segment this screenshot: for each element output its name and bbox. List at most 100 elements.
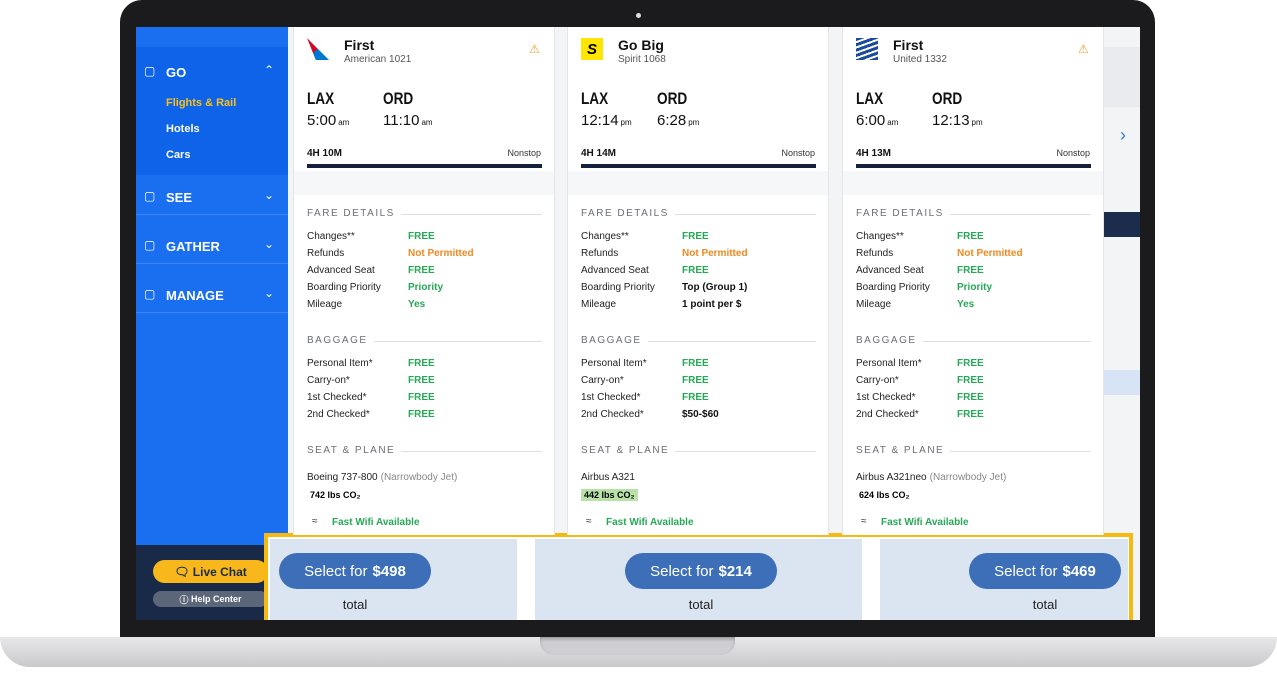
origin: LAX <box>581 89 609 108</box>
fare-value: 1 point per $ <box>682 299 742 310</box>
plane-model: Airbus A321neo <box>856 472 927 483</box>
destination: ORD <box>657 89 688 108</box>
co2: 742 lbs CO₂ <box>310 490 361 500</box>
origin: LAX <box>856 89 884 108</box>
plane: Boeing 737-800 (Narrowbody Jet) <box>307 472 457 483</box>
fare-label: Changes** <box>581 231 629 242</box>
baggage-label: 2nd Checked* <box>856 409 919 420</box>
fare-label: Boarding Priority <box>307 282 381 293</box>
section-rule <box>856 451 1091 452</box>
fare-label: Mileage <box>581 299 617 310</box>
fare-label: Changes** <box>856 231 904 242</box>
nav-item[interactable]: Hotels <box>166 123 200 135</box>
fare-value: Yes <box>408 299 426 310</box>
co2: 442 lbs CO₂ <box>581 489 638 501</box>
fare-label: Boarding Priority <box>581 282 655 293</box>
fare-value: FREE <box>408 231 435 242</box>
baggage-label: Personal Item* <box>581 358 647 369</box>
wifi: Fast Wifi Available <box>606 517 694 528</box>
baggage-value: FREE <box>408 392 435 403</box>
seat-title: SEAT & PLANE <box>856 445 951 456</box>
fare-value: Not Permitted <box>408 248 474 259</box>
seat-title: SEAT & PLANE <box>307 445 402 456</box>
time: 6:00 am <box>856 112 898 129</box>
section-label[interactable]: SEE <box>166 190 193 205</box>
select-button[interactable]: Select for $498 <box>279 553 431 589</box>
time-value: 12:14 <box>581 112 619 129</box>
baggage-label: 1st Checked* <box>307 392 367 403</box>
section-rule <box>581 451 816 452</box>
live-chat-button[interactable]: 🗨 Live Chat <box>153 560 268 583</box>
warning-icon: ⚠ <box>1078 42 1089 56</box>
section-icon: ▢ <box>144 238 156 252</box>
am-pm: pm <box>688 118 700 127</box>
fare-label: Mileage <box>307 299 343 310</box>
time: 12:13 pm <box>932 112 983 129</box>
plane-type: (Narrowbody Jet) <box>380 472 458 483</box>
baggage-label: 2nd Checked* <box>581 409 644 420</box>
section-rule <box>856 214 1091 215</box>
stops: Nonstop <box>1056 148 1090 158</box>
warning-icon: ⚠ <box>529 42 540 56</box>
fare-title: FARE DETAILS <box>856 208 950 219</box>
wifi-icon: ≈ <box>586 516 592 527</box>
fare-label: Mileage <box>856 299 892 310</box>
baggage-value: FREE <box>957 392 984 403</box>
destination: ORD <box>383 89 414 108</box>
divider-band <box>294 171 554 195</box>
section-label[interactable]: MANAGE <box>166 288 224 303</box>
section-rule <box>581 214 816 215</box>
duration: 4H 14M <box>581 148 617 159</box>
flight-card: S Go Big Spirit 1068 LAX ORD 12:14 pm 6:28 pm 4H … <box>567 27 829 535</box>
wifi-icon: ≈ <box>312 516 318 527</box>
baggage-value: FREE <box>682 358 709 369</box>
time-value: 12:13 <box>932 112 970 129</box>
section-rule <box>581 341 816 342</box>
baggage-value: $50-$60 <box>682 409 719 420</box>
wifi: Fast Wifi Available <box>332 517 420 528</box>
wifi: Fast Wifi Available <box>881 517 969 528</box>
plane-model: Boeing 737-800 <box>307 472 378 483</box>
go-section-bg <box>136 47 288 175</box>
am-pm: pm <box>971 118 983 127</box>
next-arrow[interactable]: › <box>1120 125 1126 145</box>
section-label[interactable]: GO <box>166 65 187 80</box>
fare-label: Refunds <box>856 248 894 259</box>
seat-title: SEAT & PLANE <box>581 445 676 456</box>
time: 5:00 am <box>307 112 349 129</box>
baggage-value: FREE <box>408 409 435 420</box>
help-center-button[interactable]: ⓘ Help Center <box>153 591 268 607</box>
select-button[interactable]: Select for $469 <box>969 553 1121 589</box>
price: $469 <box>1062 562 1096 580</box>
nav-item[interactable]: Cars <box>166 149 191 161</box>
section-icon: ▢ <box>144 64 156 78</box>
separator <box>136 263 288 264</box>
total: total <box>688 597 714 612</box>
duration: 4H 13M <box>856 148 892 159</box>
separator <box>136 214 288 215</box>
fare-value: FREE <box>408 265 435 276</box>
baggage-label: Carry-on* <box>581 375 624 386</box>
baggage-value: FREE <box>408 358 435 369</box>
nav-item[interactable]: Flights & Rail <box>166 97 237 109</box>
section-label[interactable]: GATHER <box>166 239 220 254</box>
am-pm: am <box>421 118 433 127</box>
select-button[interactable]: Select for $214 <box>625 553 777 589</box>
divider-band <box>843 171 1103 195</box>
baggage-value: FREE <box>408 375 435 386</box>
plane-model: Airbus A321 <box>581 472 635 483</box>
plane: Airbus A321neo (Narrowbody Jet) <box>856 472 1006 483</box>
screen: 🗨 Live Chat ⓘ Help Center ▢ GO ⌃ Flights & … <box>136 27 1140 620</box>
plane: Airbus A321 <box>581 472 635 483</box>
flight-card: First United 1332 ⚠ LAX ORD 6:00 am 12:13 pm 4H 1… <box>842 27 1104 535</box>
divider-band <box>568 171 828 195</box>
route-line <box>856 164 1091 168</box>
time-value: 6:28 <box>657 112 687 129</box>
time: 11:10 am <box>383 112 433 129</box>
camera <box>636 13 641 18</box>
sidebar: 🗨 Live Chat ⓘ Help Center ▢ GO ⌃ Flights & … <box>136 27 288 620</box>
baggage-label: 2nd Checked* <box>307 409 370 420</box>
baggage-label: Carry-on* <box>856 375 899 386</box>
section-icon: ▢ <box>144 189 156 203</box>
